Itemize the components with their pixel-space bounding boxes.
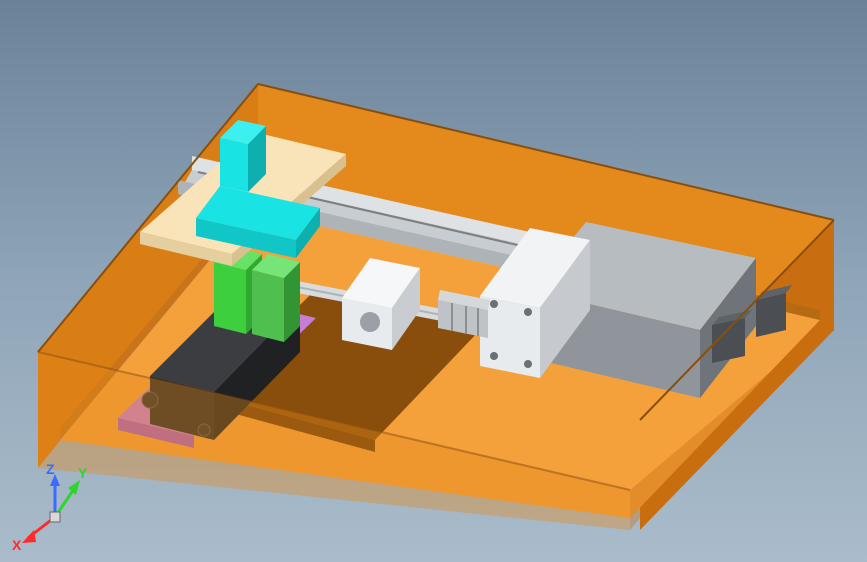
motor-connector-2 xyxy=(756,293,786,337)
axis-x-label: X xyxy=(12,537,22,552)
mount-fastener xyxy=(490,352,498,360)
axis-z-label: Z xyxy=(46,462,55,477)
orientation-triad[interactable]: Z Y X xyxy=(10,462,100,552)
cad-viewport[interactable] xyxy=(0,0,867,562)
mount-fastener xyxy=(524,360,532,368)
triad-origin-box xyxy=(50,512,60,522)
model-canvas[interactable] xyxy=(0,0,867,562)
axis-x-arrow xyxy=(22,530,36,543)
mount-fastener xyxy=(524,308,532,316)
pillow-bore xyxy=(360,312,380,332)
mount-fastener xyxy=(490,300,498,308)
axis-y-label: Y xyxy=(78,465,88,481)
